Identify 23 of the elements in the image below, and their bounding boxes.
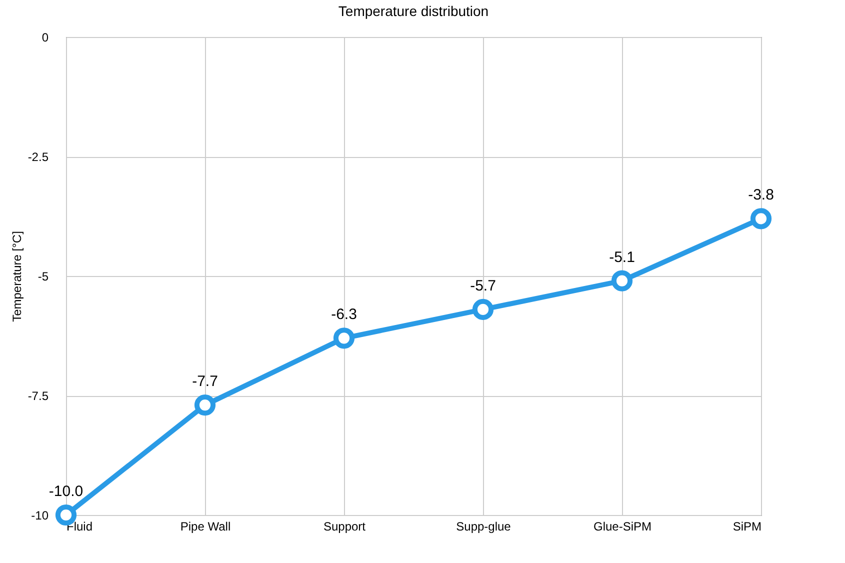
data-label: -10.0: [48, 483, 84, 500]
point: [333, 328, 355, 349]
data-label: -7.7: [192, 373, 218, 390]
x-tick-label: Support: [323, 520, 366, 534]
point: [750, 208, 772, 230]
y-tick-label: 0: [42, 30, 49, 44]
x-tick-label: SiPM: [732, 520, 762, 534]
y-tick-label: -5: [38, 270, 49, 284]
y-axis-title: Temperature [°C]: [10, 231, 24, 322]
point: [472, 298, 494, 320]
y-tick-label: -2.5: [28, 150, 49, 164]
x-tick-label: Supp-glue: [456, 520, 512, 534]
y-tick-label: -10: [31, 508, 49, 522]
data-label: -5.1: [609, 248, 635, 266]
chart-title: Temperature distribution: [338, 3, 489, 19]
point: [194, 394, 216, 416]
point: [611, 270, 633, 292]
data-label: -6.3: [331, 306, 357, 324]
y-tick-label: -7.5: [28, 389, 49, 403]
data-label: -3.8: [748, 186, 774, 204]
x-tick-label: Glue-SiPM: [593, 520, 652, 534]
data-label: -5.7: [470, 277, 496, 294]
x-tick-label: Pipe Wall: [180, 520, 231, 534]
